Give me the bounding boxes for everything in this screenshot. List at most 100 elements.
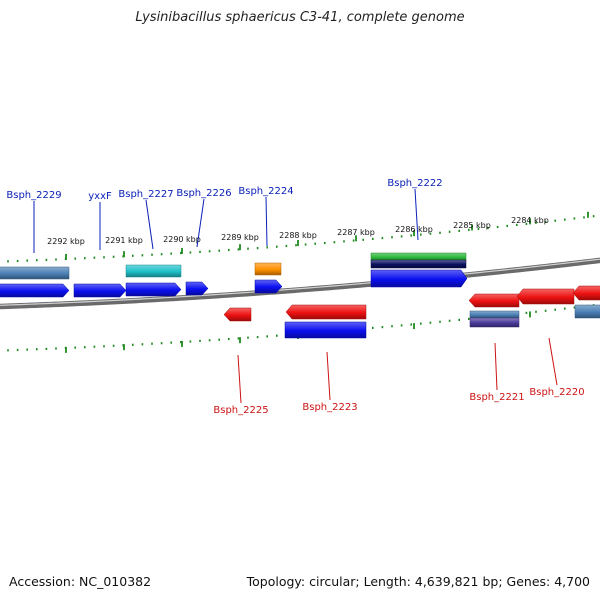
genome-backbone: [0, 257, 600, 310]
label-leader: [196, 198, 205, 248]
minor-tick: [535, 221, 537, 224]
cds-bsph-2225[interactable]: [223, 307, 252, 322]
major-tick: [65, 253, 67, 260]
feature-bsph-2222-rna[interactable]: [370, 252, 467, 262]
cds-bsph-2221[interactable]: [468, 293, 520, 308]
cds-bsph-2227[interactable]: [125, 282, 182, 297]
minor-tick: [160, 253, 163, 256]
minor-tick: [74, 257, 76, 260]
minor-tick: [525, 311, 528, 314]
feature-bsph-2219-other[interactable]: [574, 304, 600, 319]
major-tick: [413, 230, 415, 237]
scale-label: 2289 kbp: [221, 233, 259, 242]
minor-tick: [276, 245, 278, 248]
minor-tick: [228, 337, 230, 341]
gene-label[interactable]: Bsph_2220: [529, 387, 584, 398]
minor-tick: [448, 230, 451, 233]
genome-title: Lysinibacillus sphaericus C3-41, complet…: [135, 10, 465, 25]
gene-label[interactable]: yxxF: [88, 191, 112, 202]
gene-label[interactable]: Bsph_2226: [176, 188, 231, 199]
cds-bsph-2219[interactable]: [572, 285, 600, 301]
gene-label[interactable]: Bsph_2223: [302, 402, 357, 413]
cds-bsph-2222[interactable]: [370, 269, 468, 288]
minor-tick: [7, 349, 9, 352]
cds-bsph-2226[interactable]: [185, 281, 209, 296]
major-tick: [413, 323, 415, 330]
scale-label: 2286 kbp: [395, 225, 433, 234]
scale-label: 2290 kbp: [163, 235, 201, 244]
gene-label[interactable]: Bsph_2227: [118, 189, 173, 200]
minor-tick: [564, 307, 566, 310]
minor-tick: [487, 226, 489, 230]
label-leader: [494, 342, 498, 391]
gene-label[interactable]: Bsph_2224: [238, 186, 293, 197]
minor-tick: [535, 310, 537, 313]
gene-label[interactable]: Bsph_2221: [469, 392, 524, 403]
gene-label[interactable]: Bsph_2229: [6, 190, 61, 201]
minor-tick: [420, 322, 422, 325]
minor-tick: [583, 216, 585, 219]
minor-tick: [420, 233, 422, 236]
feature-bsph-2223-other[interactable]: [284, 321, 367, 339]
major-tick: [239, 244, 241, 251]
scale-label: 2287 kbp: [337, 228, 375, 237]
gene-label[interactable]: Bsph_2225: [213, 405, 268, 416]
major-tick: [239, 337, 241, 344]
minor-tick: [391, 325, 393, 328]
feature-bsph-2221-a[interactable]: [469, 310, 520, 319]
genome-backbone-highlight: [0, 258, 600, 306]
gene-label[interactable]: Bsph_2222: [387, 178, 442, 189]
minor-tick: [45, 258, 48, 261]
feature-bsph-2229[interactable]: [0, 266, 70, 280]
cds-yxxf[interactable]: [73, 283, 127, 298]
minor-tick: [372, 326, 374, 329]
minor-tick: [218, 249, 220, 252]
minor-tick: [266, 246, 268, 249]
minor-tick: [592, 215, 595, 218]
scale-label: 2288 kbp: [279, 231, 317, 240]
minor-tick: [477, 227, 480, 230]
feature-bsph-2221-b[interactable]: [469, 317, 520, 328]
minor-tick: [458, 318, 460, 321]
minor-tick: [84, 346, 86, 349]
label-leader: [414, 188, 419, 241]
minor-tick: [506, 224, 508, 227]
minor-tick: [496, 225, 499, 229]
minor-tick: [180, 341, 182, 344]
label-leader: [548, 337, 558, 386]
scale-label: 2284 kbp: [511, 216, 549, 225]
cds-bsph-2229[interactable]: [0, 283, 70, 298]
minor-tick: [381, 237, 384, 240]
minor-tick: [237, 337, 240, 340]
minor-tick: [84, 257, 86, 260]
major-tick: [123, 251, 125, 258]
minor-tick: [247, 247, 249, 250]
minor-tick: [381, 326, 384, 329]
minor-tick: [151, 253, 153, 256]
minor-tick: [26, 259, 28, 262]
minor-tick: [208, 339, 211, 342]
minor-tick: [132, 254, 134, 257]
major-tick: [65, 346, 67, 353]
feature-bsph-2222-misc[interactable]: [370, 259, 467, 269]
label-leader: [237, 354, 242, 404]
major-tick: [471, 224, 473, 231]
minor-tick: [228, 248, 230, 252]
feature-bsph-2227[interactable]: [125, 264, 182, 278]
feature-bsph-2224[interactable]: [254, 262, 282, 276]
minor-tick: [304, 243, 307, 246]
minor-tick: [74, 346, 76, 349]
cds-bsph-2223[interactable]: [285, 304, 367, 320]
minor-tick: [93, 345, 96, 348]
major-tick: [181, 247, 183, 254]
minor-tick: [103, 256, 105, 259]
minor-tick: [45, 347, 48, 350]
cds-bsph-2224[interactable]: [254, 279, 283, 294]
minor-tick: [132, 343, 134, 346]
minor-tick: [439, 231, 441, 234]
label-leader: [326, 351, 331, 401]
minor-tick: [516, 223, 518, 226]
minor-tick: [525, 222, 528, 225]
cds-bsph-2220[interactable]: [516, 288, 575, 305]
minor-tick: [160, 342, 163, 345]
